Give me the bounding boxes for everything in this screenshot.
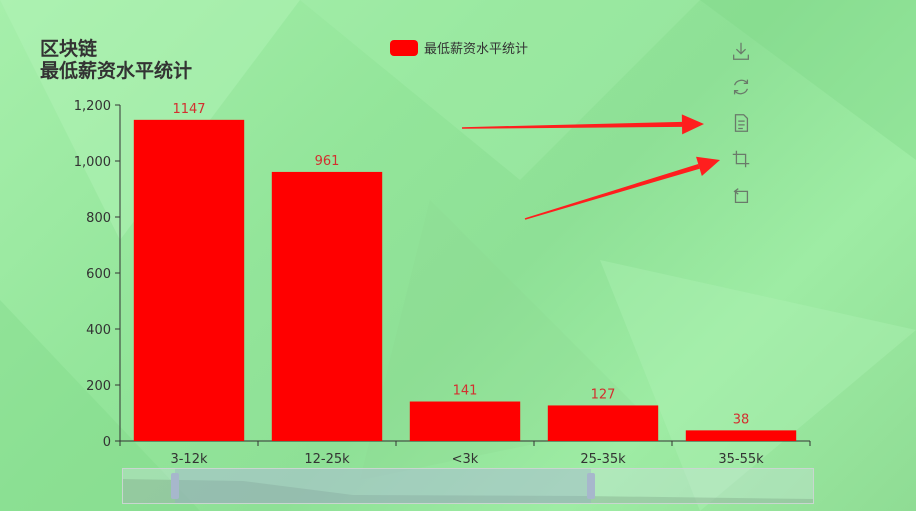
zoom-handle-end[interactable]	[587, 473, 595, 499]
zoom-handle-start[interactable]	[171, 473, 179, 499]
bar[interactable]	[547, 405, 659, 441]
y-tick-label: 800	[86, 211, 111, 226]
y-tick-label: 400	[86, 323, 111, 338]
legend[interactable]: 最低薪资水平统计	[390, 38, 528, 57]
refresh-icon[interactable]	[730, 76, 754, 100]
data-zoom-slider[interactable]	[122, 468, 814, 504]
y-tick-label: 1,200	[74, 99, 111, 114]
x-tick-label: 25-35k	[580, 452, 626, 467]
toolbox	[730, 40, 754, 220]
bar-value-label: 1147	[172, 102, 205, 117]
bar[interactable]	[409, 401, 521, 441]
zoom-selection[interactable]	[175, 469, 591, 503]
bar[interactable]	[271, 171, 383, 442]
x-tick-label: 35-55k	[718, 452, 764, 467]
zoom-icon[interactable]	[730, 148, 754, 172]
annotation-arrow	[461, 114, 704, 135]
annotation-arrow	[524, 156, 720, 220]
chart-title: 区块链 最低薪资水平统计	[40, 38, 192, 82]
bar[interactable]	[685, 430, 797, 441]
chart-title-line2: 最低薪资水平统计	[40, 60, 193, 82]
zoom-reset-icon[interactable]	[730, 184, 754, 208]
bar-value-label: 141	[453, 384, 478, 399]
zoom-preview	[123, 479, 813, 503]
y-tick-label: 0	[103, 435, 111, 450]
x-tick-label: 12-25k	[304, 452, 350, 467]
data-view-icon[interactable]	[730, 112, 754, 136]
bar-value-label: 127	[591, 387, 616, 402]
x-tick-label: 3-12k	[170, 452, 208, 467]
legend-label: 最低薪资水平统计	[424, 42, 529, 57]
download-icon[interactable]	[730, 40, 754, 64]
y-tick-label: 1,000	[74, 155, 111, 170]
bar[interactable]	[133, 119, 245, 441]
bar-value-label: 961	[315, 154, 340, 169]
chart-title-line1: 区块链	[40, 38, 98, 60]
y-tick-label: 600	[86, 267, 111, 282]
legend-swatch	[390, 39, 418, 56]
bar-value-label: 38	[733, 412, 750, 427]
y-tick-label: 200	[86, 379, 111, 394]
x-tick-label: <3k	[452, 452, 479, 467]
